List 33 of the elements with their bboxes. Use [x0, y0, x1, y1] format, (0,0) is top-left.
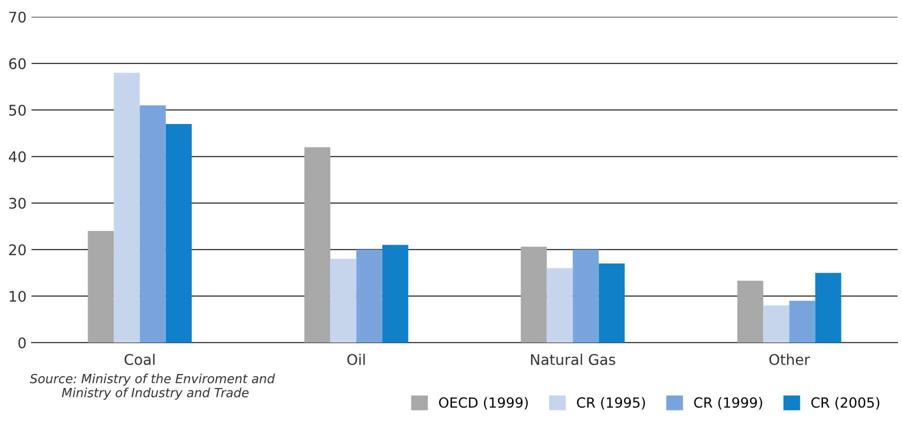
x-tick-label: Natural Gas	[531, 354, 616, 366]
bar	[166, 124, 192, 343]
source-note: Source: Ministry of the Enviroment and Ministry of Industry and Trade	[30, 374, 275, 400]
legend-label: CR (1995)	[576, 397, 645, 410]
y-tick-label: 10	[10, 290, 26, 302]
bar	[520, 246, 547, 343]
y-tick-label: 40	[8, 151, 26, 162]
bar	[382, 244, 408, 343]
y-tick-label: 60	[9, 58, 26, 70]
x-tick-label: Other	[769, 354, 810, 366]
legend-label: CR (1999)	[694, 397, 762, 410]
y-tick-label: 20	[9, 244, 26, 256]
x-tick-label: Coal	[124, 354, 154, 366]
bar	[598, 264, 625, 343]
bar	[330, 258, 356, 343]
bar	[546, 268, 573, 343]
legend-label: CR (2005)	[811, 397, 880, 410]
bar	[140, 105, 166, 343]
x-tick-label: Oil	[347, 354, 365, 366]
bar	[114, 72, 140, 343]
bar	[789, 300, 816, 343]
bar	[304, 147, 330, 343]
y-tick-label: 50	[9, 104, 26, 116]
y-tick-label: 70	[9, 12, 26, 23]
y-tick-label: 30	[9, 198, 26, 209]
bar	[572, 250, 599, 343]
y-tick-label: 0	[18, 337, 26, 348]
bar	[815, 272, 842, 343]
bar	[88, 230, 114, 343]
bar	[737, 280, 764, 343]
bar	[356, 250, 382, 343]
legend-label: OECD (1999)	[439, 397, 528, 410]
bar	[763, 305, 790, 343]
